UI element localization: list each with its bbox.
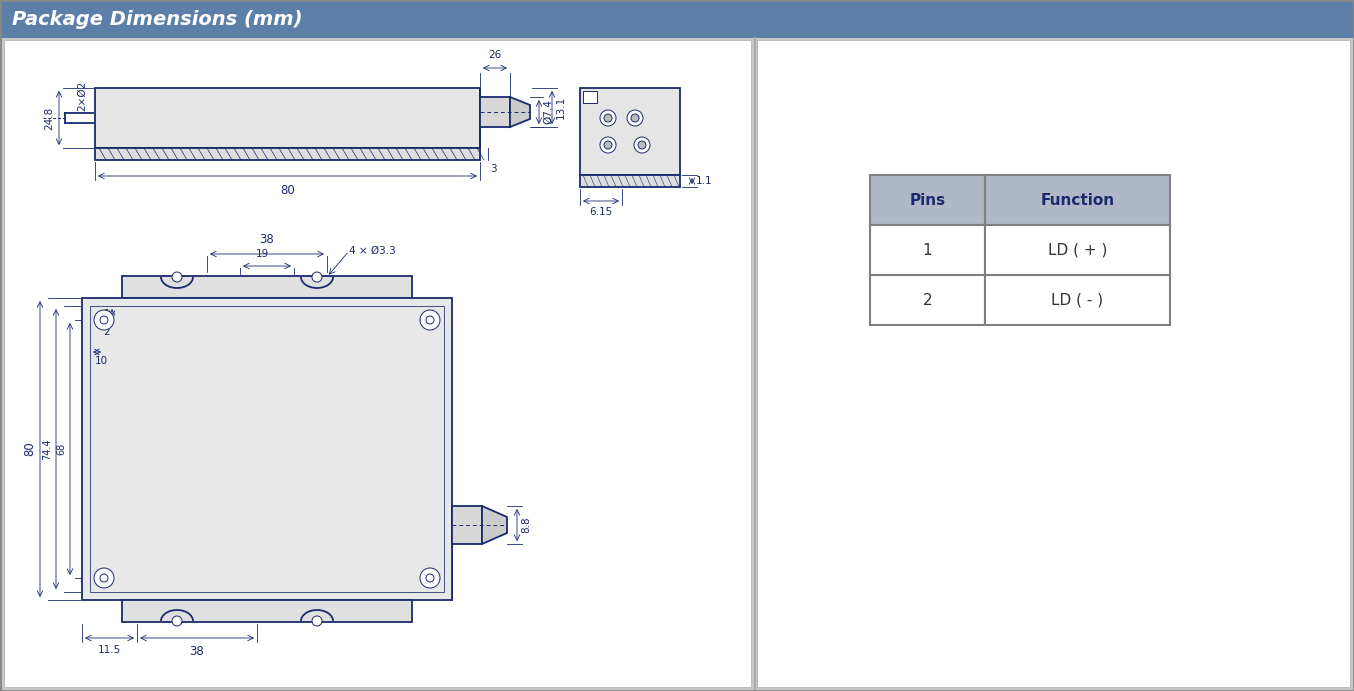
Bar <box>580 88 680 175</box>
Circle shape <box>172 616 181 626</box>
Text: 6.15: 6.15 <box>589 207 612 217</box>
Text: LD ( + ): LD ( + ) <box>1048 243 1108 258</box>
Circle shape <box>93 310 114 330</box>
Text: 10: 10 <box>95 356 108 366</box>
Bar <box>757 40 1350 687</box>
Text: 13.1: 13.1 <box>556 96 566 119</box>
Circle shape <box>420 310 440 330</box>
Text: 68: 68 <box>56 443 66 455</box>
Circle shape <box>311 616 322 626</box>
Bar <box>871 225 984 275</box>
Bar <box>452 506 482 544</box>
Text: Ø7.4: Ø7.4 <box>543 100 552 124</box>
Text: Function: Function <box>1040 193 1114 207</box>
Circle shape <box>634 137 650 153</box>
Text: 3: 3 <box>490 164 497 174</box>
Text: 1.1: 1.1 <box>696 176 712 186</box>
Circle shape <box>427 316 435 324</box>
Bar <box>871 275 984 325</box>
Circle shape <box>600 137 616 153</box>
Bar <box>4 40 751 687</box>
Text: 4 × Ø3.3: 4 × Ø3.3 <box>349 246 395 256</box>
Text: LD ( - ): LD ( - ) <box>1052 292 1104 307</box>
Text: 19: 19 <box>256 249 268 259</box>
Circle shape <box>631 114 639 122</box>
Text: Package Dimensions (mm): Package Dimensions (mm) <box>12 10 302 28</box>
Circle shape <box>100 316 108 324</box>
Circle shape <box>93 568 114 588</box>
Bar <box>95 148 481 160</box>
Circle shape <box>627 110 643 126</box>
Text: 2: 2 <box>922 292 933 307</box>
Polygon shape <box>482 506 506 544</box>
Circle shape <box>604 114 612 122</box>
Bar <box>122 276 412 298</box>
Circle shape <box>172 272 181 282</box>
Circle shape <box>600 110 616 126</box>
Bar <box>580 175 680 187</box>
Bar <box>122 600 412 622</box>
Bar <box>984 275 1170 325</box>
Bar <box>89 306 444 592</box>
Bar <box>984 175 1170 225</box>
Bar <box>481 97 510 127</box>
Bar <box>584 91 597 103</box>
Text: 2: 2 <box>103 327 110 337</box>
Circle shape <box>311 272 322 282</box>
Bar <box>984 225 1170 275</box>
Bar <box>83 298 452 600</box>
Text: Pins: Pins <box>910 193 945 207</box>
Text: 80: 80 <box>23 442 37 456</box>
Polygon shape <box>510 97 529 127</box>
Bar <box>95 88 481 148</box>
Circle shape <box>604 141 612 149</box>
Circle shape <box>100 574 108 582</box>
Text: 74.4: 74.4 <box>42 438 51 460</box>
Text: 26: 26 <box>489 50 501 60</box>
Text: 24.8: 24.8 <box>43 106 54 130</box>
Circle shape <box>638 141 646 149</box>
Bar <box>0 0 1354 38</box>
Circle shape <box>420 568 440 588</box>
Text: 8.8: 8.8 <box>521 517 531 533</box>
Text: 80: 80 <box>280 184 295 197</box>
Text: 38: 38 <box>190 645 204 658</box>
Text: 1: 1 <box>103 309 110 319</box>
Bar <box>871 175 984 225</box>
Text: 10: 10 <box>97 311 110 321</box>
Text: 38: 38 <box>260 233 275 246</box>
Text: 11.5: 11.5 <box>97 645 121 655</box>
Circle shape <box>427 574 435 582</box>
Text: 1: 1 <box>922 243 933 258</box>
Text: 2×Ø2: 2×Ø2 <box>77 81 87 111</box>
